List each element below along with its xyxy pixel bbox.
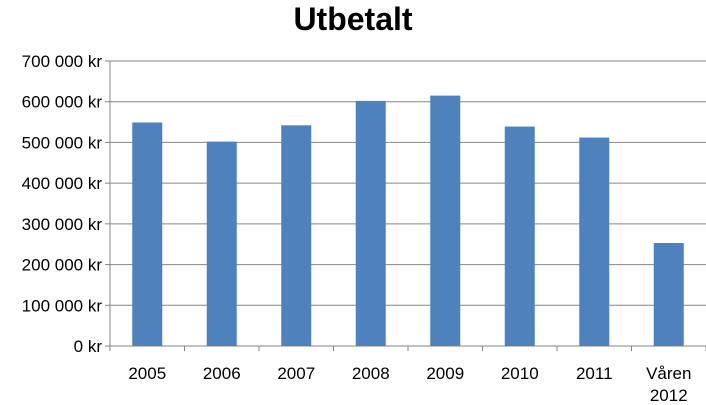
y-tick-label: 300 000 kr: [22, 215, 103, 234]
x-tick-label: 2011: [576, 364, 613, 383]
bar-2007: [281, 125, 312, 346]
y-tick-label: 700 000 kr: [22, 52, 103, 71]
x-tick-label: 2005: [128, 364, 166, 383]
bar-2011: [579, 137, 610, 346]
x-tick-label: 2006: [203, 364, 241, 383]
x-tick-label: 2008: [352, 364, 390, 383]
bar-2006: [206, 141, 237, 346]
chart-title: Utbetalt: [293, 1, 413, 37]
x-tick-label: Våren 2012: [646, 364, 691, 405]
y-tick-label: 600 000 kr: [22, 93, 103, 112]
y-tick-label: 0 kr: [74, 337, 103, 356]
bar-våren-2012: [653, 242, 684, 346]
y-tick-label: 200 000 kr: [22, 256, 103, 275]
bar-2009: [430, 95, 461, 346]
bar-2005: [132, 122, 163, 346]
y-tick-label: 400 000 kr: [22, 174, 103, 193]
x-tick-label: 2007: [277, 364, 315, 383]
bar-2008: [355, 100, 386, 347]
x-tick-label: 2009: [426, 364, 464, 383]
bar-2010: [504, 126, 535, 346]
y-tick-label: 100 000 kr: [22, 296, 103, 315]
x-tick-label: 2010: [501, 364, 539, 383]
y-tick-label: 500 000 kr: [22, 133, 103, 152]
